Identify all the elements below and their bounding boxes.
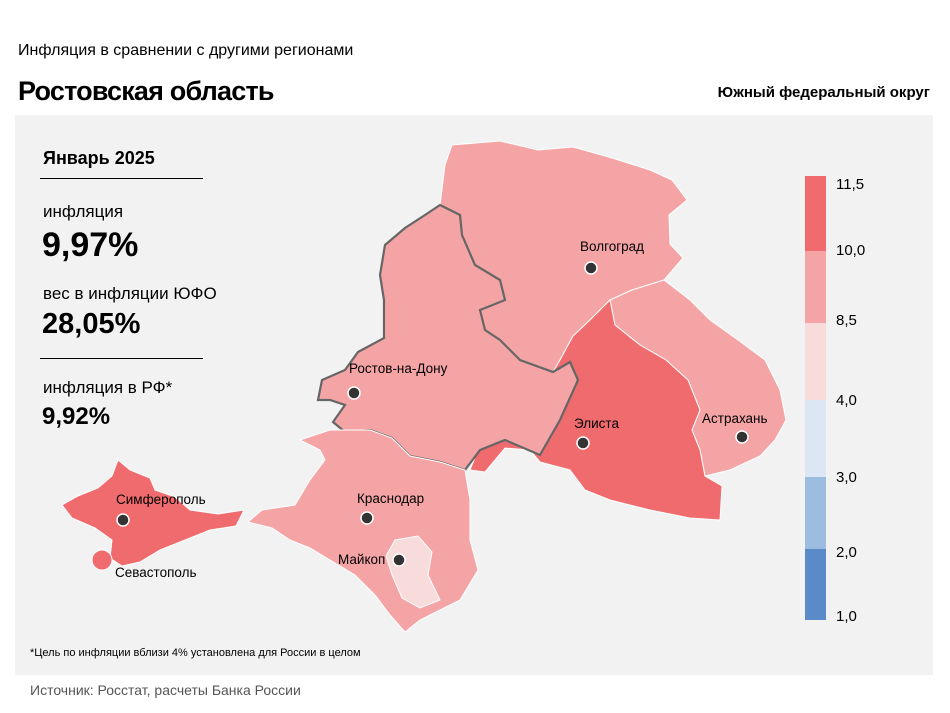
weight-label: вес в инфляции ЮФО [43,284,217,303]
legend-bin-10-11-5 [805,176,826,251]
rf-inflation-label: инфляция в РФ* [43,378,173,397]
legend-bin-3-4 [805,400,826,477]
legend-tick: 4,0 [836,392,857,409]
footnote: *Цель по инфляции вблизи 4% установлена … [30,647,361,659]
rf-inflation-value: 9,92% [42,403,111,430]
legend-tick: 11,5 [836,176,864,193]
city-label-krasnodar: Краснодар [357,491,424,506]
inflation-value: 9,97% [42,226,139,264]
page-subtitle: Инфляция в сравнении с другими регионами [18,42,354,59]
period-label: Январь 2025 [43,148,155,168]
city-marker-krasnodar [360,511,374,525]
region-elista [469,298,723,521]
weight-value: 28,05% [42,308,141,340]
city-marker-elista [576,436,590,450]
divider [40,358,203,359]
page-title: Ростовская область [18,76,274,106]
region-crimea [61,459,245,567]
city-marker-rostov [347,386,361,400]
city-marker-maykop [392,553,406,567]
legend-tick: 2,0 [836,544,857,561]
city-label-simferopol: Симферополь [116,492,206,507]
city-label-astrakhan: Астрахань [702,411,768,426]
city-label-sevastopol: Севастополь [115,565,197,580]
city-marker-simferopol [116,513,130,527]
inflation-label: инфляция [43,202,124,221]
legend-bin-1-2 [805,549,826,620]
city-marker-volgograd [584,261,598,275]
source-note: Источник: Росстат, расчеты Банка России [30,682,301,698]
legend-bin-4-8-5 [805,323,826,400]
city-marker-astrakhan [735,430,749,444]
city-label-maykop: Майкоп [338,552,385,567]
legend-bin-8-5-10 [805,251,826,323]
city-label-rostov: Ростов-на-Дону [349,361,448,376]
legend-tick: 1,0 [836,608,857,625]
legend-tick: 10,0 [836,242,865,259]
district-label: Южный федеральный округ [717,84,930,101]
legend-bin-2-3 [805,477,826,549]
divider [40,178,203,179]
city-label-volgograd: Волгоград [580,239,644,254]
legend: 11,5 10,0 8,5 4,0 3,0 2,0 1,0 [805,176,865,625]
legend-tick: 3,0 [836,469,857,486]
legend-tick: 8,5 [836,312,857,329]
city-label-elista: Элиста [574,416,619,431]
region-sevastopol [91,549,113,571]
